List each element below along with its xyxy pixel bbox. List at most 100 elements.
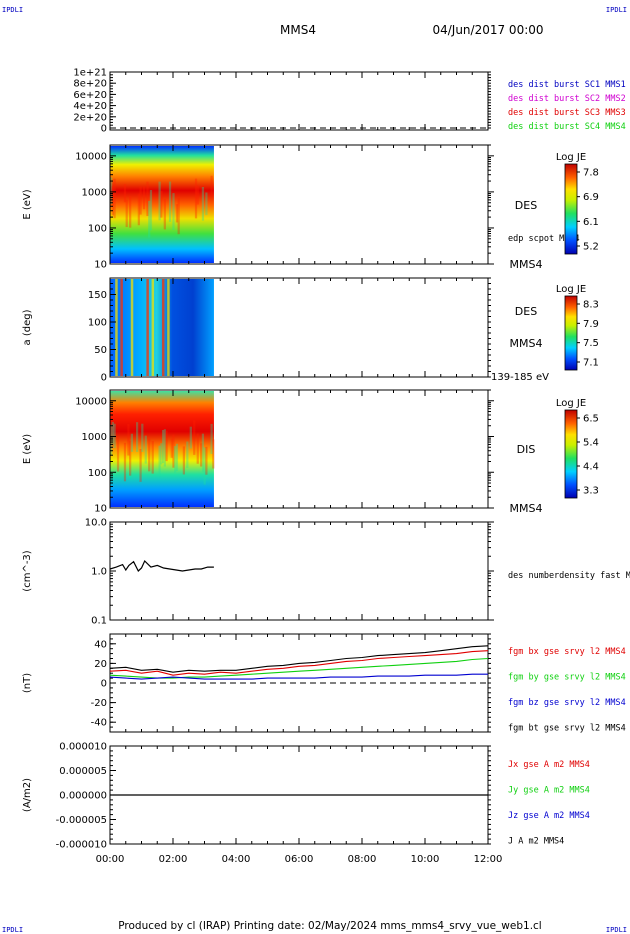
- time-tick-label: 08:00: [348, 854, 377, 865]
- fgm-ytick-label: 40: [94, 639, 107, 650]
- fgm-series-line-2: [109, 657, 489, 679]
- des-pitch-colorbar: [564, 295, 578, 371]
- dis-energy-ytick-label: 100: [88, 468, 107, 479]
- des-energy-instrument-label: DES: [515, 199, 537, 212]
- dis-energy-colorbar-label: 5.4: [583, 438, 599, 449]
- dis-energy-ytick-label: 10: [94, 504, 107, 515]
- footer-credit: Produced by cl (IRAP) Printing date: 02/…: [118, 920, 541, 932]
- des-energy-ytick-label: 1000: [82, 187, 107, 198]
- des-energy-spectrogram-streak: [139, 186, 142, 215]
- dist-ytick-label: 2e+20: [73, 112, 107, 123]
- des-energy-colorbar-label: 7.8: [583, 168, 599, 179]
- des-pitch-colorbar-label: 8.3: [583, 300, 599, 311]
- current-ytick-label: -0.000005: [56, 815, 107, 826]
- dis-energy-spectrogram-streak: [163, 429, 166, 467]
- density-ytick-label: 1.0: [91, 567, 107, 578]
- corner-label-top-right: IPDLI: [606, 6, 627, 14]
- des-energy-spectrogram-streak: [125, 199, 128, 228]
- des-pitch-ytick-label: 100: [88, 318, 107, 329]
- dis-energy-ytick-label: 1000: [82, 432, 107, 443]
- fgm-series-line-4: [109, 645, 489, 673]
- dis-energy-spectrogram-streak: [201, 433, 205, 472]
- des-energy-spectrogram-streak: [142, 186, 146, 210]
- dist-ytick-label: 8e+20: [73, 79, 107, 90]
- des-pitch-ytick-label: 50: [94, 345, 107, 356]
- dis-energy-spectrogram-streak: [148, 438, 151, 472]
- fgm-ytick-label: 20: [94, 659, 107, 670]
- dis-energy-colorbar-label: 4.4: [583, 462, 599, 473]
- time-tick-label: 12:00: [474, 854, 503, 865]
- density-panel-frame: [109, 521, 489, 621]
- des-energy-spectrogram-streak: [148, 200, 151, 238]
- current-ytick-label: 0.000010: [59, 742, 107, 753]
- time-tick-label: 04:00: [222, 854, 251, 865]
- dis-energy-spectrogram-streak: [127, 424, 130, 456]
- des-pitch-streak: [115, 279, 118, 376]
- dis-energy-spectrogram-streak: [186, 441, 189, 468]
- density-ytick-label: 10.0: [85, 518, 107, 529]
- dis-energy-colorbar: [564, 409, 578, 499]
- des-energy-spectrogram-streak: [201, 186, 205, 221]
- dis-energy-colorbar-title: Log JE: [556, 398, 586, 409]
- time-tick-label: 00:00: [96, 854, 125, 865]
- dis-energy-spectrogram-streak: [144, 435, 147, 464]
- des-energy-spectrogram-streak: [210, 175, 213, 197]
- des-energy-sublabel: edp scpot MMS4: [508, 234, 580, 244]
- fgm-ytick-label: -40: [91, 718, 107, 729]
- des-energy-spectrogram-streak: [113, 178, 116, 219]
- des-pitch-streak: [167, 279, 170, 376]
- fgm-ytick-label: 0: [101, 679, 107, 690]
- dis-energy-spectrogram-streak: [123, 442, 127, 482]
- des-pitch-streak: [130, 279, 134, 376]
- des-energy-ytick-label: 10000: [75, 151, 107, 162]
- dis-energy-spectrogram-streak: [200, 443, 203, 467]
- fgm-legend-entry: fgm bt gse srvy l2 MMS4: [508, 724, 626, 734]
- density-ytick-label: 0.1: [91, 616, 107, 627]
- dis-energy-spectrogram-streak: [151, 441, 154, 474]
- des-energy-spectrogram-streak: [172, 193, 175, 230]
- dis-energy-spectrogram-streak: [170, 438, 173, 458]
- corner-label-top-left: IPDLI: [2, 6, 23, 14]
- fgm-ytick-label: -20: [91, 698, 107, 709]
- dis-energy-spacecraft-label: MMS4: [510, 502, 543, 515]
- des-energy-spectrogram-streak: [110, 177, 113, 205]
- dis-energy-spectrogram-streak: [196, 433, 199, 464]
- dis-energy-spectrogram-streak: [175, 443, 179, 471]
- des-energy-colorbar-title: Log JE: [556, 152, 586, 163]
- des-pitch-energy-range: 139-185 eV: [491, 372, 549, 383]
- des-energy-spectrogram-streak: [137, 193, 140, 226]
- des-pitch-ylabel: a (deg): [22, 309, 33, 345]
- dis-energy-spectrogram-streak: [174, 446, 177, 473]
- des-energy-spectrogram-streak: [149, 190, 153, 231]
- des-energy-ytick-label: 10: [94, 260, 107, 271]
- dis-energy-spectrogram-streak: [158, 445, 161, 477]
- density-series-line: [109, 559, 214, 572]
- des-energy-spectrogram-streak: [175, 204, 179, 223]
- des-energy-spectrogram-streak: [111, 186, 114, 216]
- des-pitch-ytick-label: 150: [88, 290, 107, 301]
- fgm-legend-entry: fgm bz gse srvy l2 MMS4: [508, 698, 626, 708]
- des-pitch-instrument-label: DES: [515, 305, 537, 318]
- des-energy-spectrogram-streak: [163, 199, 166, 230]
- current-ytick-label: -0.000010: [56, 840, 107, 851]
- des-energy-spacecraft-label: MMS4: [510, 258, 543, 271]
- dis-energy-spectrogram-streak: [193, 420, 196, 455]
- dis-energy-spectrogram-streak: [141, 423, 144, 453]
- des-pitch-colorbar-label: 7.5: [583, 338, 599, 349]
- des-pitch-streak: [146, 279, 149, 376]
- dist-legend-entry: des dist burst SC2 MMS2: [508, 94, 626, 104]
- dis-energy-spectrogram-streak: [172, 434, 175, 468]
- current-legend-entry: Jy gse A m2 MMS4: [508, 786, 590, 796]
- current-ytick-label: 0.000005: [59, 766, 107, 777]
- density-ylabel: (cm^-3): [22, 550, 33, 591]
- des-pitch-colorbar-label: 7.9: [583, 319, 599, 330]
- des-energy-spectrogram-streak: [168, 181, 172, 222]
- des-energy-spectrogram-streak: [196, 185, 199, 205]
- dist-legend-entry: des dist burst SC4 MMS4: [508, 122, 626, 132]
- des-energy-colorbar: [564, 163, 578, 255]
- dist-panel-frame: [109, 71, 489, 131]
- des-pitch-colorbar-label: 7.1: [583, 358, 599, 369]
- dis-energy-spectrogram-streak: [135, 422, 139, 452]
- dis-energy-instrument-label: DIS: [517, 443, 536, 456]
